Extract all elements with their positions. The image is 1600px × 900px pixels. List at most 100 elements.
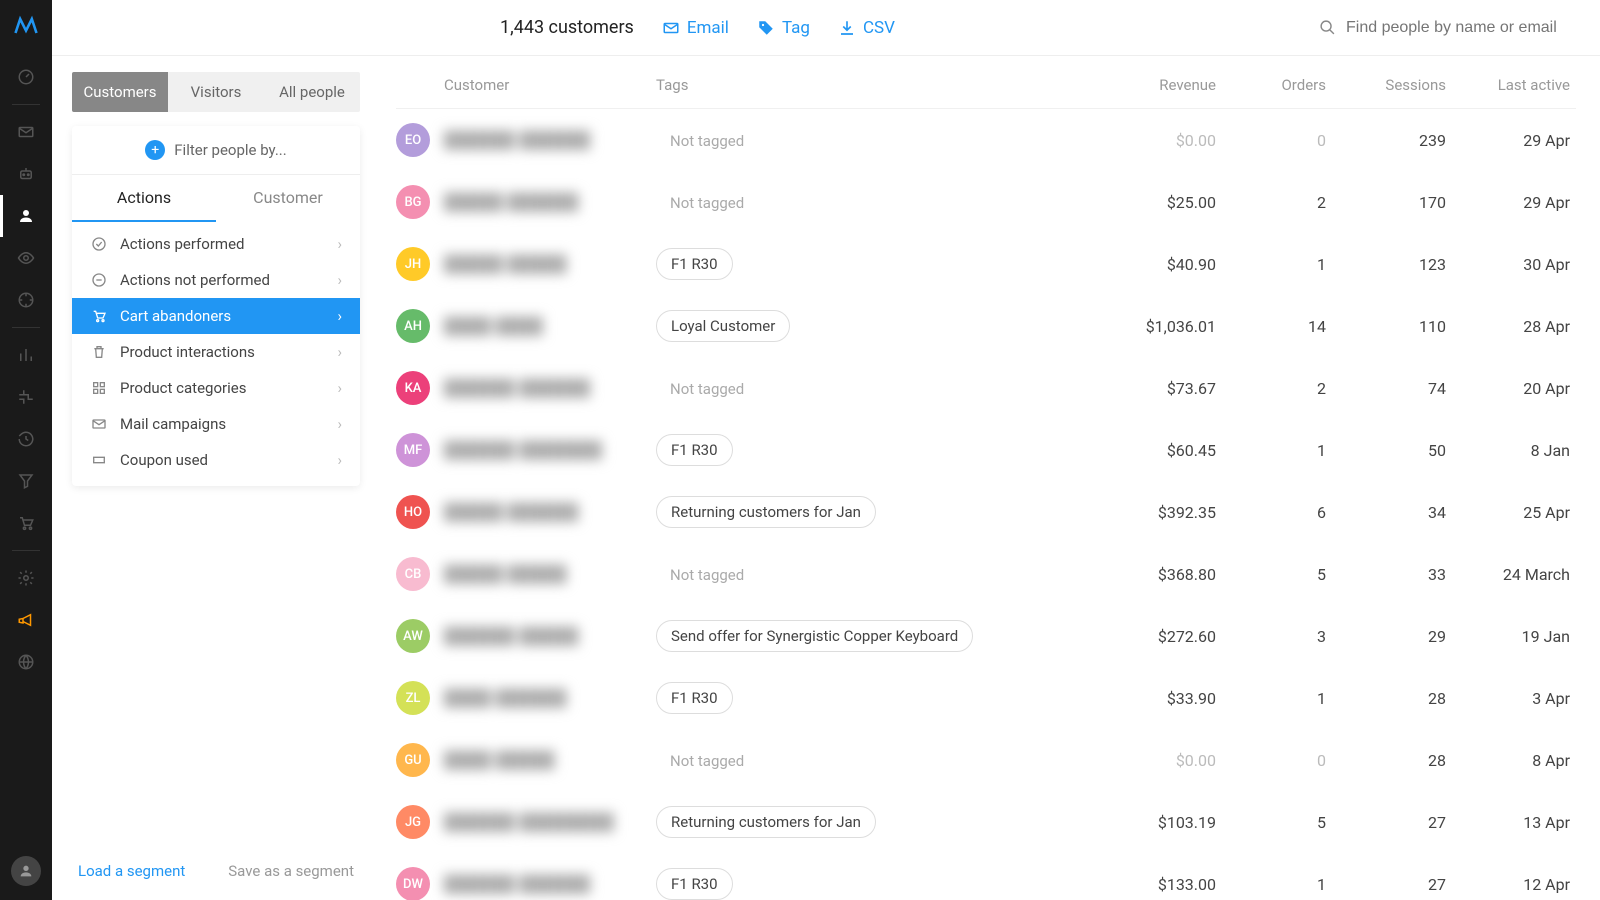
nav-integrations[interactable] xyxy=(0,376,52,418)
sessions-cell: 110 xyxy=(1326,317,1446,336)
minus-circle-icon xyxy=(90,272,108,288)
nav-automation[interactable] xyxy=(0,153,52,195)
filter-item[interactable]: Product categories› xyxy=(72,370,360,406)
sessions-cell: 28 xyxy=(1326,689,1446,708)
table-row[interactable]: AW██████ █████Send offer for Synergistic… xyxy=(396,605,1576,667)
nav-settings[interactable] xyxy=(0,557,52,599)
tag-pill[interactable]: F1 R30 xyxy=(656,434,733,466)
table-row[interactable]: AH████ ████Loyal Customer$1,036.01141102… xyxy=(396,295,1576,357)
table-row[interactable]: JG██████ ████████Returning customers for… xyxy=(396,791,1576,853)
tag-pill[interactable]: F1 R30 xyxy=(656,868,733,900)
sessions-cell: 28 xyxy=(1326,751,1446,770)
subtab-customer[interactable]: Customer xyxy=(216,175,360,222)
col-sessions[interactable]: Sessions xyxy=(1326,76,1446,94)
revenue-cell: $0.00 xyxy=(1086,751,1216,770)
search-box[interactable] xyxy=(1319,19,1576,37)
not-tagged-label: Not tagged xyxy=(656,132,744,150)
nav-eye[interactable] xyxy=(0,237,52,279)
load-segment-button[interactable]: Load a segment xyxy=(78,862,185,880)
revenue-cell: $133.00 xyxy=(1086,875,1216,894)
nav-mail[interactable] xyxy=(0,111,52,153)
nav-funnel[interactable] xyxy=(0,460,52,502)
tag-pill[interactable]: Loyal Customer xyxy=(656,310,790,342)
tag-cell: Returning customers for Jan xyxy=(656,496,1086,528)
segment-footer: Load a segment Save as a segment xyxy=(72,846,360,900)
table-row[interactable]: KA██████ ██████Not tagged$73.6727420 Apr xyxy=(396,357,1576,419)
orders-cell: 2 xyxy=(1216,379,1326,398)
filter-item[interactable]: Mail campaigns› xyxy=(72,406,360,442)
email-icon xyxy=(662,19,680,37)
tab-visitors[interactable]: Visitors xyxy=(168,72,264,112)
filter-item[interactable]: Actions not performed› xyxy=(72,262,360,298)
nav-people[interactable] xyxy=(0,195,52,237)
table-row[interactable]: EO██████ ██████Not tagged$0.00023929 Apr xyxy=(396,109,1576,171)
table-row[interactable]: JH█████ █████F1 R30$40.90112330 Apr xyxy=(396,233,1576,295)
table-row[interactable]: GU████ █████Not tagged$0.000288 Apr xyxy=(396,729,1576,791)
nav-dashboard[interactable] xyxy=(0,56,52,98)
customer-name: ██████ ██████ xyxy=(444,130,591,150)
user-avatar[interactable] xyxy=(11,856,41,886)
orders-cell: 1 xyxy=(1216,441,1326,460)
col-orders[interactable]: Orders xyxy=(1216,76,1326,94)
tag-pill[interactable]: Returning customers for Jan xyxy=(656,496,876,528)
tag-pill[interactable]: Send offer for Synergistic Copper Keyboa… xyxy=(656,620,973,652)
col-tags[interactable]: Tags xyxy=(656,76,1086,94)
tag-pill[interactable]: Returning customers for Jan xyxy=(656,806,876,838)
col-revenue[interactable]: Revenue xyxy=(1086,76,1216,94)
orders-cell: 3 xyxy=(1216,627,1326,646)
csv-button[interactable]: CSV xyxy=(838,18,895,38)
filter-header[interactable]: + Filter people by... xyxy=(72,126,360,175)
filter-item[interactable]: Cart abandoners› xyxy=(72,298,360,334)
orders-cell: 5 xyxy=(1216,813,1326,832)
col-last-active[interactable]: Last active xyxy=(1446,76,1576,94)
last-active-cell: 13 Apr xyxy=(1446,813,1576,832)
tab-customers[interactable]: Customers xyxy=(72,72,168,112)
sessions-cell: 239 xyxy=(1326,131,1446,150)
app-logo xyxy=(8,8,44,44)
last-active-cell: 20 Apr xyxy=(1446,379,1576,398)
save-segment-button[interactable]: Save as a segment xyxy=(228,862,354,880)
orders-cell: 14 xyxy=(1216,317,1326,336)
nav-cart[interactable] xyxy=(0,502,52,544)
customer-count: 1,443 customers xyxy=(500,17,634,38)
nav-analytics[interactable] xyxy=(0,334,52,376)
filter-item[interactable]: Product interactions› xyxy=(72,334,360,370)
nav-broadcast[interactable] xyxy=(0,599,52,641)
email-button[interactable]: Email xyxy=(662,18,729,38)
table-row[interactable]: CB█████ █████Not tagged$368.8053324 Marc… xyxy=(396,543,1576,605)
table-row[interactable]: MF██████ ███████F1 R30$60.451508 Jan xyxy=(396,419,1576,481)
tag-cell: Loyal Customer xyxy=(656,310,1086,342)
revenue-cell: $103.19 xyxy=(1086,813,1216,832)
customer-avatar: MF xyxy=(396,433,430,467)
filter-item[interactable]: Coupon used› xyxy=(72,442,360,478)
customer-name: ████ ██████ xyxy=(444,688,567,708)
nav-history[interactable] xyxy=(0,418,52,460)
subtab-actions[interactable]: Actions xyxy=(72,175,216,222)
orders-cell: 6 xyxy=(1216,503,1326,522)
last-active-cell: 24 March xyxy=(1446,565,1576,584)
col-customer[interactable]: Customer xyxy=(396,76,656,94)
mail-icon xyxy=(90,416,108,432)
customer-name: █████ ██████ xyxy=(444,192,579,212)
table-row[interactable]: HO█████ ██████Returning customers for Ja… xyxy=(396,481,1576,543)
table-row[interactable]: BG█████ ██████Not tagged$25.00217029 Apr xyxy=(396,171,1576,233)
customer-avatar: AW xyxy=(396,619,430,653)
customer-avatar: GU xyxy=(396,743,430,777)
orders-cell: 0 xyxy=(1216,751,1326,770)
nav-globe[interactable] xyxy=(0,641,52,683)
orders-cell: 1 xyxy=(1216,875,1326,894)
chevron-right-icon: › xyxy=(337,271,342,289)
tag-cell: Not tagged xyxy=(656,565,1086,584)
tag-pill[interactable]: F1 R30 xyxy=(656,682,733,714)
table-row[interactable]: ZL████ ██████F1 R30$33.901283 Apr xyxy=(396,667,1576,729)
tag-cell: F1 R30 xyxy=(656,682,1086,714)
nav-target[interactable] xyxy=(0,279,52,321)
tab-all-people[interactable]: All people xyxy=(264,72,360,112)
customer-name: ████ ████ xyxy=(444,316,543,336)
table-row[interactable]: DW██████ ██████F1 R30$133.0012712 Apr xyxy=(396,853,1576,900)
search-input[interactable] xyxy=(1346,19,1576,37)
left-panel: Customers Visitors All people + Filter p… xyxy=(52,56,372,900)
tag-button[interactable]: Tag xyxy=(757,18,810,38)
filter-item[interactable]: Actions performed› xyxy=(72,226,360,262)
tag-pill[interactable]: F1 R30 xyxy=(656,248,733,280)
